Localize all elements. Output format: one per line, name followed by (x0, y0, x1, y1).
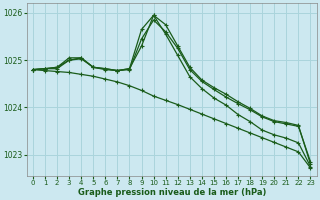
X-axis label: Graphe pression niveau de la mer (hPa): Graphe pression niveau de la mer (hPa) (77, 188, 266, 197)
